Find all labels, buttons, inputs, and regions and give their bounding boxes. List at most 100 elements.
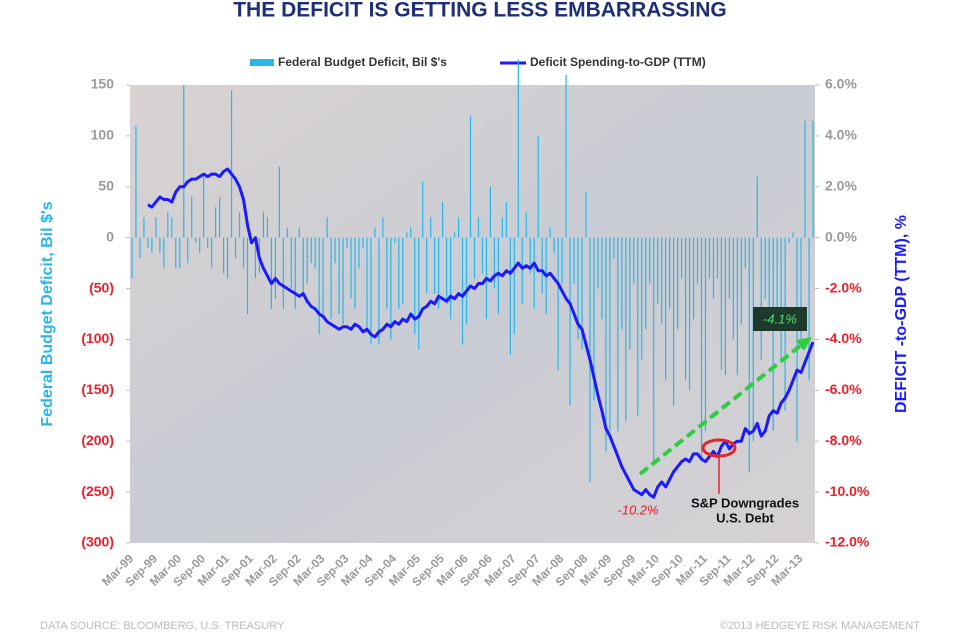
- bar: [442, 202, 444, 238]
- bar: [187, 237, 189, 264]
- bar: [434, 237, 436, 294]
- bar: [254, 237, 257, 279]
- bar: [386, 237, 388, 309]
- y2-tick-label: -4.0%: [825, 330, 862, 346]
- bar: [234, 237, 237, 259]
- bar: [219, 196, 221, 238]
- bar: [593, 237, 595, 401]
- bar: [716, 237, 719, 279]
- bar: [505, 202, 507, 238]
- bar: [645, 237, 647, 330]
- bar: [521, 237, 523, 304]
- bar: [426, 237, 428, 294]
- bar: [633, 237, 635, 284]
- y2-tick-label: -10.0%: [825, 483, 870, 499]
- bar: [266, 217, 268, 238]
- bar: [605, 237, 607, 452]
- bar: [298, 227, 300, 238]
- bar: [692, 237, 695, 320]
- bar: [203, 176, 205, 238]
- bar: [278, 166, 280, 238]
- bar: [382, 217, 384, 238]
- bar: [310, 237, 312, 264]
- line: [147, 167, 815, 499]
- bar: [473, 237, 476, 279]
- bar: [696, 237, 699, 284]
- bar: [346, 237, 348, 248]
- bar: [453, 232, 456, 238]
- bar: [402, 237, 404, 304]
- y2-tick-label: -6.0%: [825, 381, 862, 397]
- y2-tick-label: 4.0%: [825, 127, 857, 143]
- bar: [804, 120, 806, 238]
- bar: [430, 217, 432, 238]
- bar: [649, 237, 651, 284]
- bar: [617, 237, 619, 432]
- bar: [720, 237, 723, 370]
- bar: [414, 237, 416, 335]
- bar: [274, 237, 276, 299]
- bar: [541, 237, 543, 294]
- bar: [461, 237, 464, 345]
- bar: [438, 237, 440, 309]
- y2-tick-label: -2.0%: [825, 279, 862, 295]
- bar: [354, 237, 356, 309]
- bar: [446, 237, 448, 304]
- bar: [792, 232, 794, 238]
- bar: [673, 237, 675, 406]
- bar: [215, 207, 217, 238]
- bar: [517, 59, 519, 238]
- y-tick-label: (50): [89, 279, 114, 295]
- bar: [131, 237, 133, 279]
- bar: [159, 237, 161, 253]
- bar: [665, 237, 667, 381]
- bar: [191, 196, 193, 238]
- y2-tick-label: -8.0%: [825, 432, 862, 448]
- y-tick-label: (150): [81, 381, 114, 397]
- y-tick-label: (200): [81, 432, 114, 448]
- y2-tick-label: 2.0%: [825, 177, 857, 193]
- bar: [270, 237, 272, 309]
- bar: [238, 212, 241, 238]
- bar: [688, 237, 691, 391]
- y-axis-title: Federal Budget Deficit, Bil $'s: [39, 201, 56, 426]
- bar: [350, 237, 352, 299]
- bar: [637, 237, 639, 416]
- bar: [744, 237, 746, 269]
- bar: [449, 237, 452, 320]
- footer-copyright: ©2013 HEDGEYE RISK MANAGEMENT: [720, 620, 920, 632]
- bar: [171, 217, 173, 238]
- annotation-trough: -10.2%: [617, 502, 658, 517]
- y-tick-label: (100): [81, 330, 114, 346]
- legend-swatch: [250, 59, 274, 66]
- bar: [326, 217, 328, 238]
- y2-tick-label: 6.0%: [825, 76, 857, 92]
- bar: [179, 237, 181, 269]
- bar: [581, 237, 583, 350]
- bar: [358, 237, 360, 269]
- bar: [262, 212, 265, 238]
- chart-title: THE DEFICIT IS GETTING LESS EMBARRASSING: [233, 0, 727, 22]
- bar: [577, 237, 579, 340]
- bar: [677, 237, 679, 330]
- bar: [183, 85, 185, 238]
- bar: [704, 237, 707, 432]
- bar: [282, 237, 284, 309]
- bar: [246, 237, 249, 314]
- bar: [242, 237, 245, 269]
- bar: [549, 227, 551, 238]
- bar: [493, 237, 496, 289]
- bar: [752, 237, 754, 442]
- bar: [167, 212, 169, 238]
- bar: [290, 237, 292, 289]
- bar: [139, 237, 141, 259]
- bar: [457, 217, 460, 238]
- bar: [410, 227, 412, 238]
- bar: [525, 212, 527, 238]
- y2-tick-label: 0.0%: [825, 228, 857, 244]
- footer-source: DATA SOURCE: BLOOMBERG, U.S. TREASURY: [40, 620, 285, 632]
- bar: [151, 237, 153, 253]
- bar: [481, 237, 484, 274]
